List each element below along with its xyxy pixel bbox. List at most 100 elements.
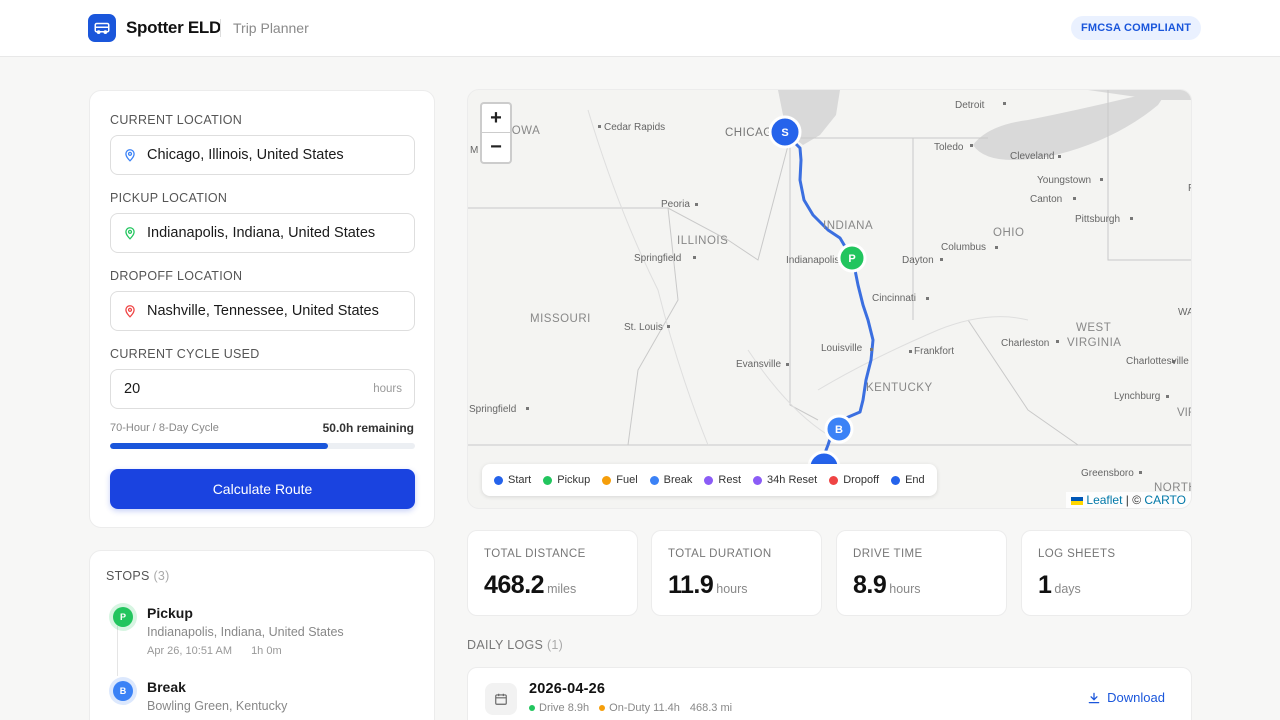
cycle-used-input[interactable]: 20 hours bbox=[110, 369, 415, 409]
map-label: NORTH bbox=[1154, 482, 1192, 494]
stat-unit: hours bbox=[889, 582, 921, 596]
map-label: Canton bbox=[1030, 194, 1062, 205]
stop-address: Indianapolis, Indiana, United States bbox=[147, 625, 344, 639]
location-pin-icon bbox=[125, 149, 135, 162]
map-label: P bbox=[1188, 183, 1192, 194]
legend-swatch bbox=[494, 475, 503, 485]
map-label: MISSOURI bbox=[530, 313, 591, 325]
carto-link[interactable]: CARTO bbox=[1144, 493, 1186, 507]
state-borders bbox=[468, 90, 1191, 446]
map-label: WA bbox=[1178, 307, 1192, 318]
map-label: Charleston bbox=[1001, 338, 1049, 349]
legend-end: End bbox=[891, 474, 925, 486]
stops-title: STOPS (3) bbox=[106, 569, 170, 583]
leaflet-link[interactable]: Leaflet bbox=[1086, 493, 1123, 507]
current-location-input[interactable]: Chicago, Illinois, United States bbox=[110, 135, 415, 175]
map-label: WEST bbox=[1076, 322, 1111, 334]
map-label: Cedar Rapids bbox=[604, 122, 665, 133]
map-label: IOWA bbox=[508, 125, 540, 137]
legend-label: Rest bbox=[718, 474, 742, 486]
stop-meta: Apr 26, 10:51 AM 1h 0m bbox=[147, 645, 298, 657]
legend-break: Break bbox=[649, 474, 693, 486]
download-icon bbox=[1088, 692, 1100, 703]
brand-name: Spotter ELD bbox=[126, 18, 221, 37]
daily-logs-title-text: DAILY LOGS bbox=[467, 638, 544, 652]
lake-huron bbox=[1088, 90, 1191, 100]
calculate-route-button[interactable]: Calculate Route bbox=[110, 469, 415, 509]
trip-form: CURRENT LOCATION Chicago, Illinois, Unit… bbox=[89, 90, 435, 528]
map-label: Evansville bbox=[736, 359, 781, 370]
calendar-icon bbox=[485, 683, 517, 715]
cycle-used-unit: hours bbox=[373, 383, 402, 395]
map-label: VIRGINIA bbox=[1067, 337, 1121, 349]
location-pin-icon bbox=[125, 305, 135, 318]
pickup-location-value: Indianapolis, Indiana, United States bbox=[147, 225, 376, 241]
map-label: Dayton bbox=[902, 255, 934, 266]
map-label: INDIANA bbox=[823, 220, 873, 232]
legend-swatch bbox=[704, 475, 714, 485]
daily-logs-count: (1) bbox=[546, 638, 564, 652]
stat-label: DRIVE TIME bbox=[853, 548, 923, 560]
dropoff-location-input[interactable]: Nashville, Tennessee, United States bbox=[110, 291, 415, 331]
stop-item-break[interactable]: B Break Bowling Green, Kentucky bbox=[105, 678, 425, 718]
stop-item-pickup[interactable]: P Pickup Indianapolis, Indiana, United S… bbox=[105, 604, 425, 664]
stop-time: Apr 26, 10:51 AM bbox=[147, 645, 232, 657]
download-button[interactable]: Download bbox=[1087, 690, 1165, 705]
daily-log-row[interactable]: 2026-04-26 Drive 8.9h On-Duty 11.4h 468.… bbox=[467, 667, 1192, 720]
log-on-duty-text: On-Duty 11.4h bbox=[609, 702, 680, 714]
stat-label: TOTAL DISTANCE bbox=[484, 548, 586, 560]
cycle-remaining: 50.0h remaining bbox=[322, 421, 414, 435]
stop-name: Pickup bbox=[147, 605, 193, 621]
legend-label: End bbox=[905, 474, 925, 486]
stop-marker: B bbox=[113, 681, 133, 701]
stat-value: 1 bbox=[1038, 571, 1052, 599]
map-label: Greensboro bbox=[1081, 468, 1134, 479]
stat-value: 8.9 bbox=[853, 571, 887, 599]
map-legend: Start Pickup Fuel Break Rest 34h Reset D… bbox=[482, 464, 937, 496]
start-marker-label: S bbox=[781, 127, 788, 139]
legend-swatch bbox=[829, 475, 839, 485]
map-label: Pittsburgh bbox=[1075, 214, 1120, 225]
log-distance: 468.3 mi bbox=[689, 702, 733, 714]
stat-value: 468.2 bbox=[484, 571, 545, 599]
map-label: CHICAGO bbox=[725, 127, 782, 139]
map-label: Columbus bbox=[941, 242, 986, 253]
stat-value: 11.9 bbox=[668, 571, 714, 599]
map-canvas: M IOWA Cedar Rapids CHICAGO Detroit Tole… bbox=[468, 90, 1192, 494]
map-label: KENTUCKY bbox=[866, 382, 933, 394]
stat-label: LOG SHEETS bbox=[1038, 548, 1116, 560]
map-label: M bbox=[470, 145, 478, 156]
map-label: Toledo bbox=[934, 142, 964, 153]
map-label: OHIO bbox=[993, 227, 1024, 239]
pickup-marker-label: P bbox=[848, 253, 855, 265]
stat-unit: hours bbox=[716, 582, 748, 596]
legend-swatch bbox=[543, 475, 553, 485]
route-map[interactable]: M IOWA Cedar Rapids CHICAGO Detroit Tole… bbox=[467, 89, 1192, 509]
legend-swatch bbox=[753, 475, 763, 485]
zoom-out-button[interactable]: − bbox=[490, 136, 502, 158]
rivers bbox=[587, 109, 1029, 446]
compliance-badge: FMCSA COMPLIANT bbox=[1071, 16, 1202, 40]
legend-label: Fuel bbox=[616, 474, 638, 486]
stat-label: TOTAL DURATION bbox=[668, 548, 772, 560]
log-date: 2026-04-26 bbox=[529, 681, 606, 697]
legend-label: Break bbox=[663, 474, 693, 486]
map-label: Peoria bbox=[661, 199, 690, 210]
zoom-in-button[interactable]: + bbox=[482, 104, 510, 133]
stops-panel: STOPS (3) bbox=[89, 550, 435, 720]
zoom-control: + − bbox=[480, 102, 512, 164]
cycle-used-value: 20 bbox=[124, 381, 141, 397]
cycle-caption: 70-Hour / 8-Day Cycle bbox=[110, 422, 219, 434]
pickup-location-input[interactable]: Indianapolis, Indiana, United States bbox=[110, 213, 415, 253]
current-location-value: Chicago, Illinois, United States bbox=[147, 147, 344, 163]
map-label: Louisville bbox=[821, 343, 863, 354]
cycle-progress-fill bbox=[110, 443, 328, 449]
map-label: Youngstown bbox=[1037, 175, 1091, 186]
legend-swatch bbox=[602, 475, 612, 485]
legend-label: Pickup bbox=[557, 474, 591, 486]
legend-pickup: Pickup bbox=[543, 474, 590, 486]
stop-name: Break bbox=[147, 679, 186, 695]
current-location-label: CURRENT LOCATION bbox=[110, 113, 243, 127]
download-label: Download bbox=[1107, 690, 1165, 705]
header-divider bbox=[220, 19, 221, 37]
